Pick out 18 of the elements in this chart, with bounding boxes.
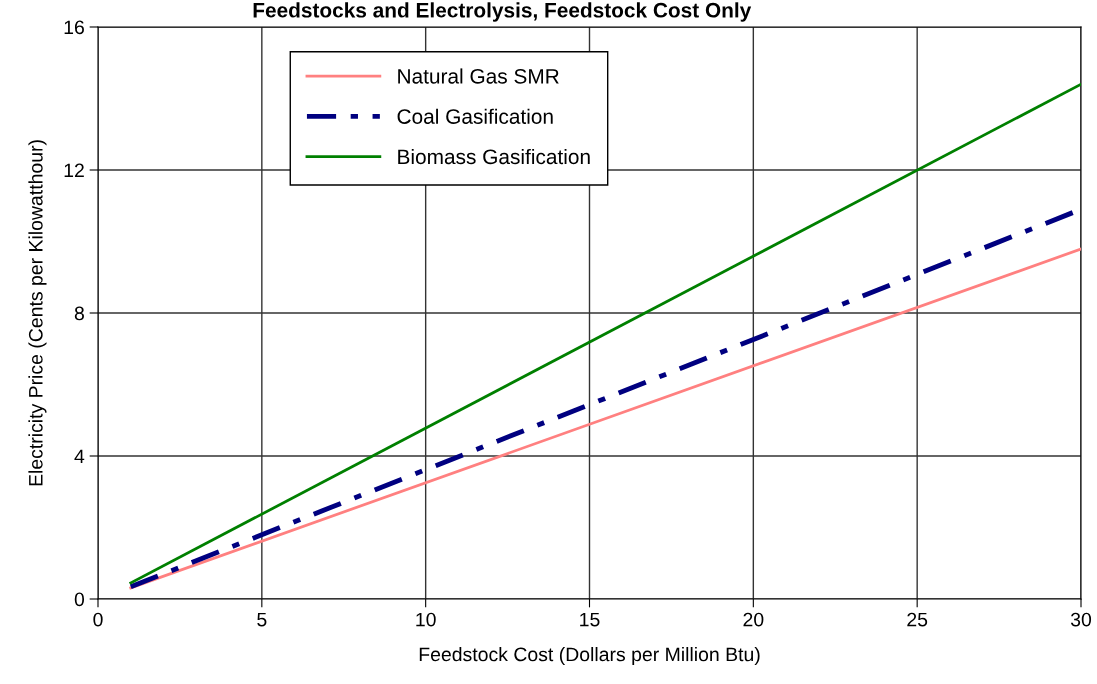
chart-title: Feedstocks and Electrolysis, Feedstock Cost Only	[253, 2, 752, 22]
x-tick-label: 20	[743, 612, 764, 627]
y-tick-label: 16	[64, 20, 84, 35]
x-tick-label: 5	[257, 612, 267, 627]
y-tick-label: 0	[74, 592, 85, 607]
y-tick-label: 12	[64, 163, 84, 178]
x-tick-label: 0	[93, 612, 103, 627]
x-tick-label: 15	[580, 612, 600, 627]
x-axis-title: Feedstock Cost (Dollars per Million Btu)	[419, 646, 760, 666]
legend-label: Coal Gasification	[397, 108, 553, 124]
legend-label: Biomass Gasification	[398, 148, 590, 165]
y-tick-label: 8	[74, 306, 84, 321]
y-tick-label: 4	[74, 449, 85, 464]
x-tick-label: 25	[907, 612, 928, 627]
legend-label: Natural Gas SMR	[398, 68, 559, 84]
x-tick-label: 10	[416, 612, 436, 627]
y-axis-title: Electricity Price (Cents per Kilowatthour)	[28, 140, 47, 486]
x-tick-label: 30	[1070, 612, 1092, 627]
